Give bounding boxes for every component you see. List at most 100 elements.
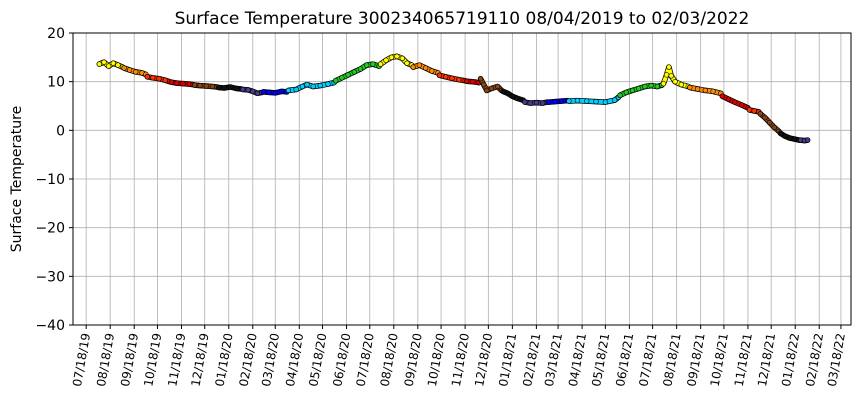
x-tick-label: 06/18/21 <box>613 332 636 388</box>
y-tick-label: 10 <box>47 75 65 91</box>
data-point <box>191 82 198 88</box>
data-point <box>666 64 672 70</box>
x-tick-label: 09/18/20 <box>402 332 425 388</box>
data-point <box>156 76 162 82</box>
x-tick-label: 11/18/19 <box>165 332 188 388</box>
data-point <box>732 99 738 105</box>
data-point <box>710 88 716 95</box>
data-point <box>310 83 316 90</box>
x-tick-label: 07/18/19 <box>70 332 93 388</box>
data-point <box>429 68 435 74</box>
data-point <box>168 79 175 85</box>
data-point <box>422 65 429 71</box>
y-tick-label: −10 <box>35 172 65 188</box>
data-point <box>719 93 726 99</box>
data-point <box>339 75 345 81</box>
data-point <box>629 87 636 94</box>
data-point <box>221 85 227 91</box>
x-tick-label: 10/18/19 <box>141 332 164 388</box>
x-tick-label: 03/18/20 <box>259 332 282 388</box>
data-point <box>484 87 490 94</box>
data-point <box>133 69 139 75</box>
data-point <box>203 83 209 89</box>
data-point <box>546 99 552 105</box>
data-point <box>702 87 709 94</box>
data-point <box>266 89 272 96</box>
data-point <box>197 82 203 89</box>
data-point <box>377 61 384 67</box>
data-point <box>593 98 599 105</box>
data-point <box>558 98 564 104</box>
data-point <box>687 84 693 91</box>
data-point <box>250 88 256 95</box>
data-point <box>477 76 484 82</box>
x-tick-label: 09/18/19 <box>118 332 141 388</box>
data-point <box>654 83 660 90</box>
data-point <box>766 119 773 126</box>
data-point <box>388 54 395 61</box>
data-point <box>787 135 793 141</box>
data-point <box>436 72 443 79</box>
x-tick-label: 01/18/22 <box>779 332 802 388</box>
data-point <box>522 99 528 105</box>
data-point <box>443 74 449 80</box>
x-tick-label: 10/18/21 <box>708 332 731 388</box>
x-tick-label: 02/18/21 <box>520 332 543 388</box>
data-point <box>757 111 764 117</box>
data-point <box>332 77 339 84</box>
x-tick-label: 02/18/20 <box>237 332 260 388</box>
x-tick-label: 02/18/22 <box>803 332 826 388</box>
data-point <box>602 99 609 105</box>
data-point <box>404 60 410 66</box>
data-point <box>351 69 357 75</box>
data-point <box>110 60 116 66</box>
x-tick-label: 07/18/20 <box>354 332 377 388</box>
data-point <box>394 53 400 60</box>
x-tick-label: 11/18/20 <box>449 332 472 388</box>
chart-title: Surface Temperature 300234065719110 08/0… <box>175 9 750 29</box>
x-tick-label: 04/18/20 <box>283 332 306 388</box>
data-point <box>345 72 351 78</box>
x-tick-label: 09/18/21 <box>684 332 707 388</box>
data-point <box>488 85 495 92</box>
data-point <box>746 107 753 113</box>
data-point <box>370 61 376 67</box>
x-tick-label: 12/18/19 <box>189 332 212 388</box>
data-point <box>623 89 629 96</box>
grid-lines <box>73 32 851 326</box>
data-point <box>126 67 133 73</box>
data-point <box>115 62 121 68</box>
data-point <box>584 98 590 104</box>
data-point <box>660 80 667 87</box>
x-tick-label: 12/18/20 <box>472 332 495 388</box>
data-point <box>642 83 648 90</box>
data-point <box>539 100 546 106</box>
x-axis-ticks: 07/18/19 08/18/19 09/18/19 10/18/19 11/18/19… <box>70 325 848 388</box>
x-tick-label: 08/18/20 <box>378 332 401 388</box>
data-point <box>751 108 757 114</box>
data-point <box>566 98 572 104</box>
data-point <box>648 82 654 89</box>
data-point <box>317 82 323 89</box>
data-point <box>804 137 811 143</box>
data-point <box>325 81 331 87</box>
data-point <box>227 84 234 90</box>
data-point <box>791 136 798 142</box>
data-point <box>574 97 581 104</box>
data-point <box>694 86 701 92</box>
data-point <box>399 55 406 62</box>
x-tick-label: 03/18/21 <box>542 332 565 388</box>
data-point <box>678 81 684 88</box>
data-point <box>663 72 670 78</box>
data-point <box>254 90 261 97</box>
data-point <box>672 78 678 85</box>
data-point <box>150 75 156 81</box>
series-line <box>546 98 570 105</box>
y-tick-label: −40 <box>35 318 65 334</box>
data-point <box>771 124 777 131</box>
data-point <box>494 83 501 90</box>
x-tick-label: 12/18/21 <box>755 332 778 388</box>
x-tick-label: 05/18/20 <box>306 332 329 388</box>
data-point <box>635 85 642 92</box>
